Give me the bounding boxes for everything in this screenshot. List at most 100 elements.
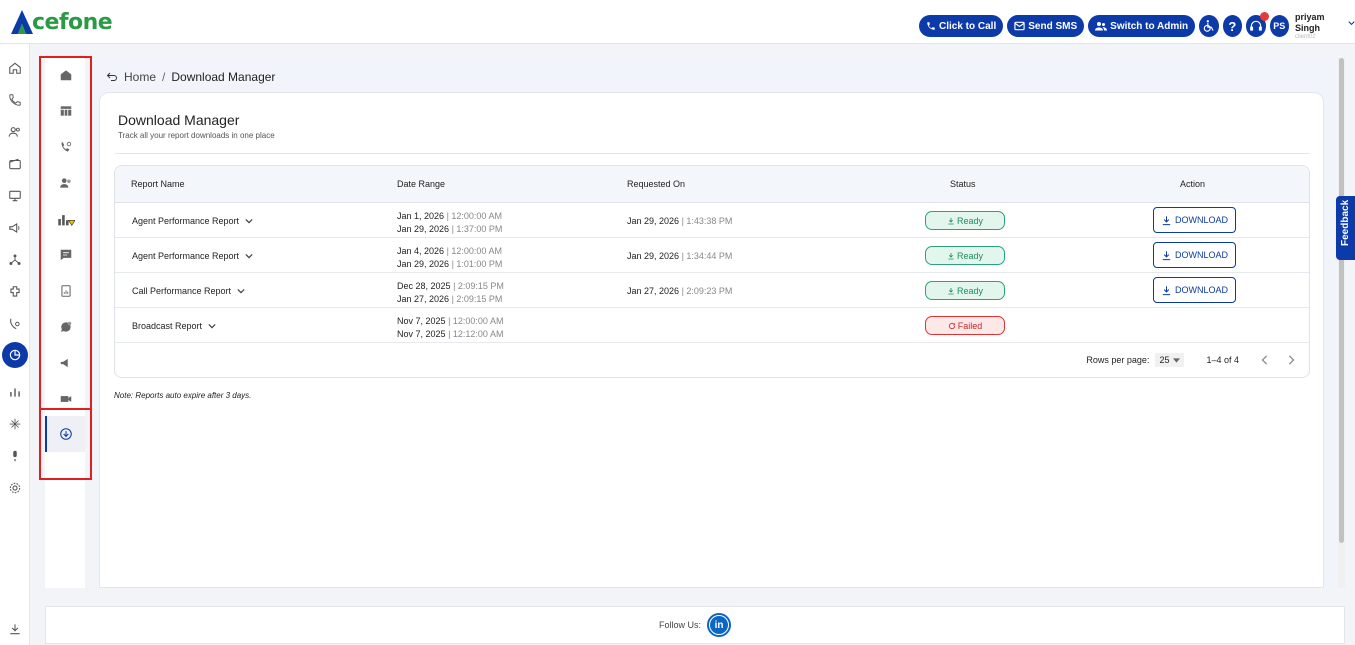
follow-label: Follow Us: <box>659 620 702 630</box>
subnav-chat[interactable] <box>55 316 77 338</box>
page-range: 1–4 of 4 <box>1206 355 1239 365</box>
date-range: Jan 4, 2026 | 12:00:00 AM Jan 29, 2026 |… <box>397 246 503 269</box>
divider <box>115 153 1310 154</box>
rail-calls[interactable] <box>5 90 25 110</box>
rail-contacts[interactable] <box>5 122 25 142</box>
acefone-logo[interactable]: cefone <box>10 8 113 36</box>
pagination: Rows per page: 25 1–4 of 4 <box>1086 353 1295 367</box>
breadcrumb: Home / Download Manager <box>106 70 275 84</box>
table-row: Call Performance Report Dec 28, 2025 | 2… <box>115 273 1309 308</box>
home-icon <box>9 62 21 74</box>
reports-subnav <box>45 58 85 588</box>
chevron-right-icon[interactable] <box>1287 355 1295 365</box>
rail-voice[interactable] <box>5 446 25 466</box>
report-name-toggle[interactable]: Call Performance Report <box>132 286 245 296</box>
page-title: Download Manager <box>118 112 240 128</box>
download-icon <box>948 217 954 224</box>
monitor-icon <box>9 190 21 202</box>
chevron-left-icon[interactable] <box>1261 355 1269 365</box>
user-name: priyam Singh <box>1295 12 1325 33</box>
megaphone-icon <box>60 358 68 368</box>
report-name-toggle[interactable]: Agent Performance Report <box>132 251 253 261</box>
rows-per-page-select[interactable]: 25 <box>1155 353 1185 367</box>
phone-icon <box>927 22 935 30</box>
highlight-box <box>39 56 92 410</box>
subnav-broadcast[interactable] <box>55 352 77 374</box>
page-subtitle: Track all your report downloads in one p… <box>118 131 275 140</box>
rail-hub[interactable] <box>5 414 25 434</box>
subnav-document[interactable] <box>55 280 77 302</box>
download-button[interactable]: DOWNLOAD <box>1153 277 1236 303</box>
subnav-call-logs[interactable] <box>55 136 77 158</box>
rows-per-page-label: Rows per page: <box>1086 355 1150 365</box>
video-icon <box>60 396 72 402</box>
subnav-download-manager[interactable] <box>45 416 85 452</box>
caret-down-icon <box>1173 357 1181 363</box>
requested-on: Jan 29, 2026 | 1:34:44 PM <box>627 251 733 261</box>
breadcrumb-separator: / <box>162 70 166 84</box>
rail-reports[interactable] <box>2 342 28 368</box>
table-footer: Rows per page: 25 1–4 of 4 <box>115 342 1309 377</box>
megaphone-icon <box>9 222 20 234</box>
rail-home[interactable] <box>5 58 25 78</box>
rail-integrations[interactable] <box>5 282 25 302</box>
main-rail <box>0 44 30 645</box>
user-subtitle: client02 <box>1295 34 1316 40</box>
phone-search-icon <box>61 141 72 152</box>
switch-to-admin-button[interactable]: Switch to Admin <box>1088 15 1196 37</box>
status-badge: Failed <box>925 316 1005 335</box>
retry-icon <box>948 322 955 329</box>
breadcrumb-home[interactable]: Home <box>124 70 157 84</box>
header-action: Action <box>1180 179 1206 189</box>
subnav-table[interactable] <box>55 100 77 122</box>
feedback-tab[interactable]: Feedback <box>1336 196 1355 260</box>
subnav-performance[interactable] <box>55 208 77 230</box>
report-name-toggle[interactable]: Broadcast Report <box>132 321 216 331</box>
report-name-toggle[interactable]: Agent Performance Report <box>132 216 253 226</box>
subnav-agents[interactable] <box>55 172 77 194</box>
click-to-call-button[interactable]: Click to Call <box>919 15 1004 37</box>
linkedin-icon[interactable]: in <box>707 613 732 637</box>
agent-status-button[interactable] <box>1246 12 1269 37</box>
rail-monitor[interactable] <box>5 186 25 206</box>
puzzle-icon <box>10 286 20 297</box>
wheelchair-icon <box>1203 20 1214 32</box>
help-button[interactable]: ? <box>1222 15 1243 37</box>
follow-us: Follow Us: in <box>659 613 732 637</box>
rail-network[interactable] <box>5 250 25 270</box>
status-badge: Ready <box>925 211 1005 230</box>
accessibility-button[interactable] <box>1199 15 1219 37</box>
table-icon <box>60 106 72 116</box>
expiry-note: Note: Reports auto expire after 3 days. <box>114 391 252 400</box>
rail-downloads[interactable] <box>5 619 25 639</box>
rail-ivr[interactable] <box>5 314 25 334</box>
call-flow-icon <box>10 318 20 330</box>
rail-analytics[interactable] <box>5 382 25 402</box>
user-avatar[interactable]: PS <box>1269 15 1289 37</box>
download-circle-icon <box>60 428 72 440</box>
subnav-home[interactable] <box>55 64 77 86</box>
rail-settings[interactable] <box>5 478 25 498</box>
rail-campaigns[interactable] <box>5 218 25 238</box>
requested-on: Jan 27, 2026 | 2:09:23 PM <box>627 286 733 296</box>
download-button[interactable]: DOWNLOAD <box>1153 207 1236 233</box>
highlight-box-active <box>39 408 92 480</box>
scrollbar[interactable] <box>1338 58 1345 588</box>
date-range: Dec 28, 2025 | 2:09:15 PM Jan 27, 2026 |… <box>397 281 504 304</box>
scrollbar-thumb[interactable] <box>1339 58 1344 543</box>
table-row: Agent Performance Report Jan 4, 2026 | 1… <box>115 238 1309 273</box>
download-icon <box>1162 215 1171 225</box>
rail-wallet[interactable] <box>5 154 25 174</box>
download-button[interactable]: DOWNLOAD <box>1153 242 1236 268</box>
back-icon[interactable] <box>106 72 118 82</box>
user-menu[interactable]: priyam Singh client02 <box>1293 12 1355 40</box>
footer: Follow Us: in <box>45 606 1345 644</box>
header-date-range: Date Range <box>397 179 446 189</box>
document-icon <box>61 285 71 297</box>
send-sms-button[interactable]: Send SMS <box>1007 15 1085 37</box>
subnav-video[interactable] <box>55 388 77 410</box>
breadcrumb-current: Download Manager <box>171 70 276 84</box>
phone-icon <box>9 94 21 106</box>
subnav-messages[interactable] <box>55 244 77 266</box>
download-icon <box>10 624 20 635</box>
